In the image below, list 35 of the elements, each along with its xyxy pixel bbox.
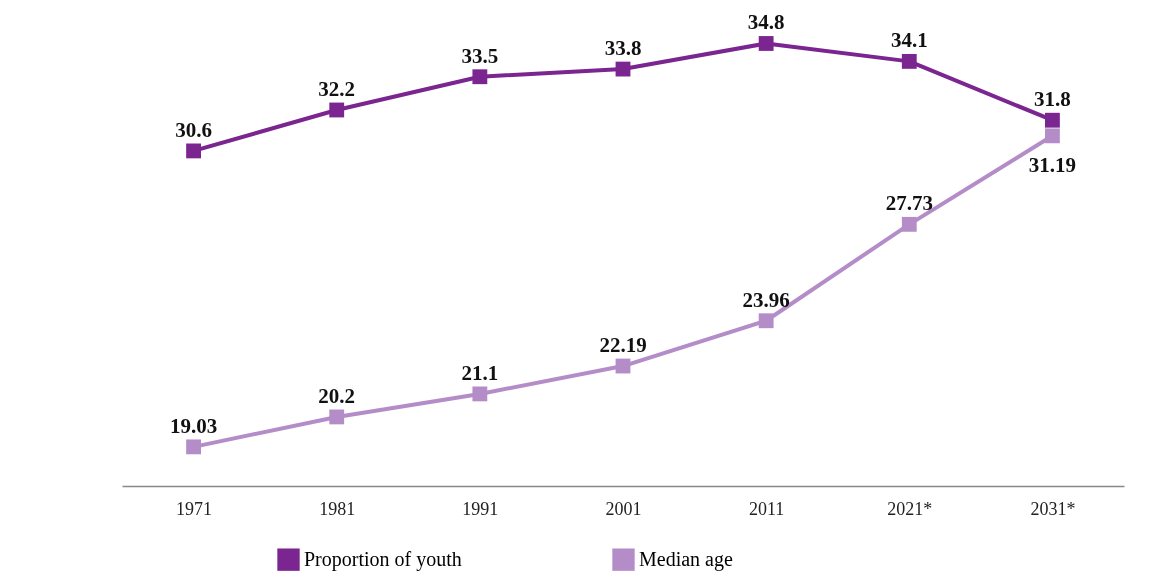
point (472, 386, 488, 402)
point (758, 36, 774, 51)
data-label: 31.8 (1034, 87, 1071, 112)
point (1045, 112, 1060, 128)
data-label: 34.8 (747, 10, 785, 35)
data-label: 20.2 (318, 383, 356, 408)
point (472, 69, 488, 85)
data-label: 34.1 (890, 28, 928, 53)
x-tick-label: 1981 (319, 498, 356, 519)
data-label: 22.19 (599, 333, 647, 358)
x-tick-label: 2031* (1030, 498, 1076, 519)
point (1045, 128, 1060, 144)
data-label: 33.8 (604, 36, 642, 61)
point (901, 216, 917, 232)
data-label: 27.73 (885, 191, 933, 216)
point (186, 143, 201, 159)
x-tick-label: 2011 (748, 498, 785, 519)
point (329, 409, 345, 425)
legend-label: Median age (639, 547, 733, 571)
data-label: 31.19 (1028, 152, 1077, 177)
data-label: 33.5 (461, 43, 499, 68)
data-label: 30.6 (175, 117, 212, 142)
point (186, 439, 201, 455)
legend-label: Proportion of youth (304, 547, 462, 571)
point (901, 53, 917, 69)
x-tick-label: 2001 (605, 498, 642, 519)
data-label: 21.1 (461, 360, 499, 385)
data-label: 32.2 (318, 76, 356, 101)
x-tick-label: 1971 (176, 498, 213, 519)
data-label: 23.96 (742, 287, 790, 312)
x-tick-label: 2021* (887, 498, 933, 519)
point (758, 313, 774, 329)
point (329, 102, 345, 118)
data-label: 19.03 (169, 413, 218, 438)
x-tick-label: 1991 (462, 498, 499, 519)
